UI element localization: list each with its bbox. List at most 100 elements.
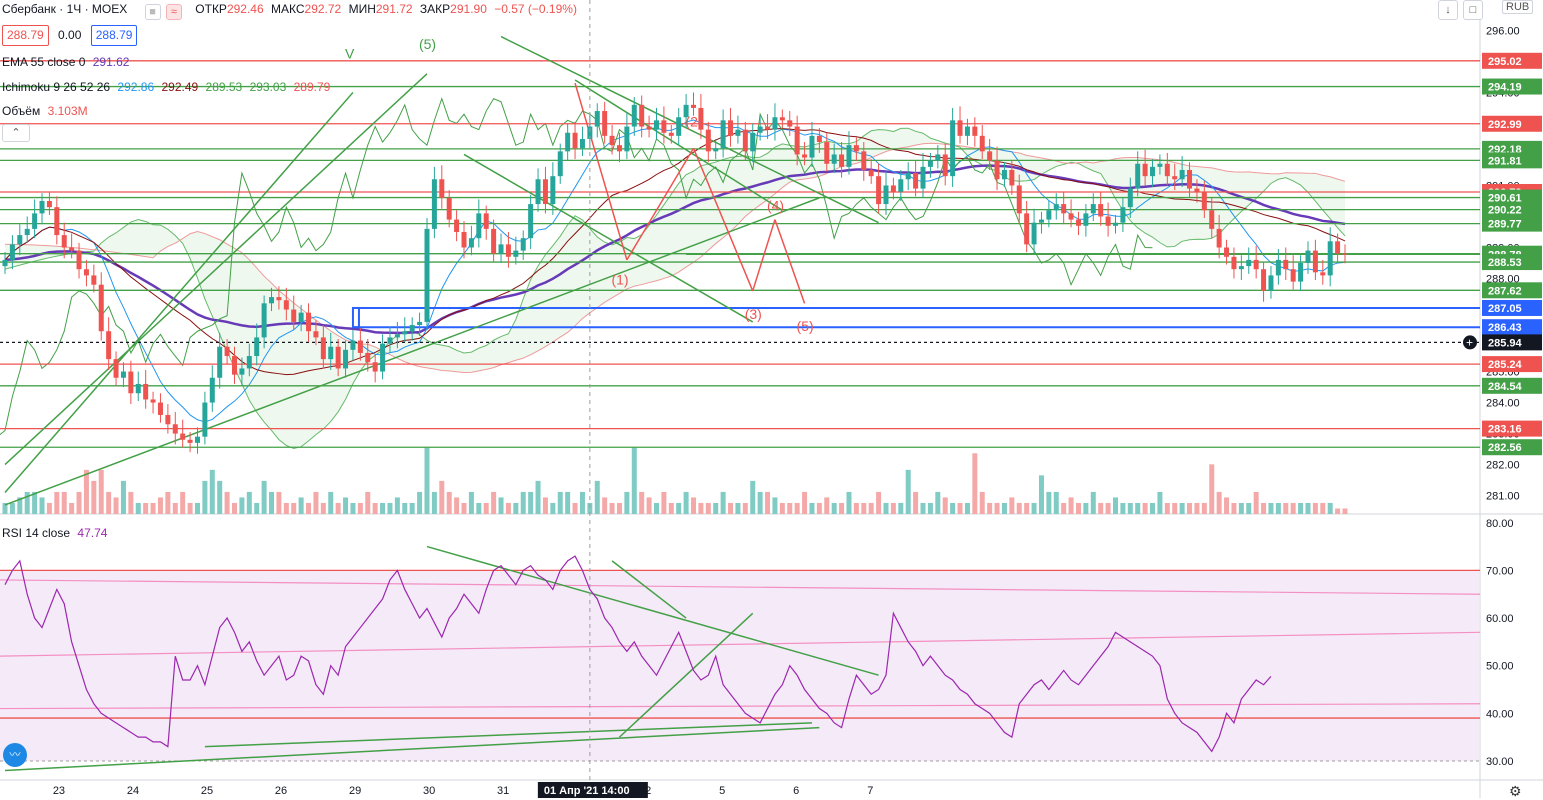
indicator-flag-icon[interactable]: ≈ xyxy=(165,4,182,20)
volume-bars xyxy=(2,447,1348,514)
ask-price-button[interactable]: 288.79 xyxy=(90,25,138,46)
candle-body xyxy=(950,120,956,177)
candle-body xyxy=(298,312,304,322)
time-tick-label: 24 xyxy=(127,785,139,797)
volume-bar xyxy=(1283,502,1289,514)
candle-body xyxy=(39,200,45,214)
volume-bar xyxy=(824,497,830,514)
ichimoku-label[interactable]: Ichimoku 9 26 52 26 xyxy=(2,80,111,94)
volume-bar xyxy=(528,491,534,514)
volume-bar xyxy=(964,502,970,514)
candle-body xyxy=(1335,241,1341,254)
volume-bar xyxy=(1172,502,1178,514)
candle-body xyxy=(1172,176,1178,180)
candle-body xyxy=(609,135,615,146)
volume-bar xyxy=(1224,497,1230,514)
candle-body xyxy=(2,259,8,267)
volume-bar xyxy=(972,453,978,514)
ema-label[interactable]: EMA 55 close 0 xyxy=(2,55,86,69)
volume-bar xyxy=(209,469,215,514)
volume-bar xyxy=(1068,497,1074,514)
volume-bar xyxy=(113,497,119,514)
settings-icon[interactable]: ⚙ xyxy=(1509,783,1522,799)
level-price-badge xyxy=(1482,420,1542,437)
level-price-label: 282.56 xyxy=(1488,442,1522,454)
ichimoku-conversion-value: 292.86 xyxy=(117,80,155,94)
volume-label[interactable]: Объём xyxy=(2,104,41,118)
arrow-down-icon[interactable]: ↓ xyxy=(1438,0,1458,20)
volume-bar xyxy=(1320,502,1326,514)
volume-bar xyxy=(913,491,919,514)
candle-body xyxy=(787,120,793,127)
volume-bar xyxy=(157,497,163,514)
time-tick-label: 31 xyxy=(497,785,509,797)
candle-body xyxy=(1031,222,1037,245)
candle-body xyxy=(357,340,363,353)
candle-body xyxy=(306,312,312,332)
bid-price-button[interactable]: 288.79 xyxy=(2,25,49,46)
rsi-trend-line xyxy=(618,612,754,738)
candle-body xyxy=(180,433,186,440)
volume-bar xyxy=(542,497,548,514)
volume-bar xyxy=(646,497,652,514)
volume-bar xyxy=(935,491,941,514)
maximize-icon[interactable]: □ xyxy=(1463,0,1483,20)
candle-body xyxy=(1216,228,1222,248)
volume-bar xyxy=(816,502,822,514)
volume-bar xyxy=(135,502,141,514)
candle-body xyxy=(779,117,785,121)
volume-bar xyxy=(631,447,637,514)
high-label: МАКС xyxy=(271,2,305,16)
level-price-badge xyxy=(1482,439,1542,456)
level-price-badge xyxy=(1482,201,1542,218)
volume-bar xyxy=(491,491,497,514)
volume-bar xyxy=(239,497,245,514)
candle-body xyxy=(283,300,289,310)
candle-body xyxy=(476,213,482,239)
candle-body xyxy=(461,231,467,248)
volume-bar xyxy=(1038,475,1044,514)
volume-bar xyxy=(394,497,400,514)
compare-icon[interactable]: ■ xyxy=(144,4,161,20)
candle-body xyxy=(572,132,578,149)
candle-body xyxy=(683,104,689,118)
currency-button[interactable]: RUB xyxy=(1502,0,1534,14)
volume-bar xyxy=(898,502,904,514)
candle-body xyxy=(1075,219,1081,226)
volume-bar xyxy=(76,491,82,514)
volume-bar xyxy=(476,502,482,514)
symbol-title[interactable]: Сбербанк · 1Ч · MOEX xyxy=(2,2,128,16)
candle-body xyxy=(513,250,519,257)
ichimoku-base-value: 292.49 xyxy=(161,80,199,94)
level-price-badge xyxy=(1482,152,1542,169)
candle-body xyxy=(194,436,200,443)
volume-bar xyxy=(17,497,23,514)
candle-body xyxy=(98,284,104,332)
volume-bar xyxy=(735,502,741,514)
candle-body xyxy=(1009,169,1015,186)
candle-body xyxy=(276,297,282,301)
trend-line xyxy=(463,153,754,323)
volume-bar xyxy=(594,480,600,514)
collapse-legend-icon[interactable]: ⌃ xyxy=(2,124,30,142)
candle-body xyxy=(1150,166,1156,177)
candle-body xyxy=(942,154,948,177)
rsi-line xyxy=(4,555,1272,753)
volume-bar xyxy=(291,502,297,514)
wave-labels: (5) V (1) (2) (3) (4) (5) xyxy=(345,36,814,334)
rsi-tick-label: 30.00 xyxy=(1486,756,1514,768)
volume-bar xyxy=(187,502,193,514)
volume-bar xyxy=(1179,502,1185,514)
wave-label: (5) xyxy=(419,36,436,52)
candle-body xyxy=(1283,259,1289,270)
candle-body xyxy=(616,145,622,152)
volume-bar xyxy=(639,491,645,514)
rsi-label[interactable]: RSI 14 close xyxy=(2,526,71,540)
volume-bar xyxy=(927,502,933,514)
time-tick-label: 25 xyxy=(201,785,213,797)
change-value: −0.57 (−0.19%) xyxy=(494,2,577,16)
volume-bar xyxy=(24,491,30,514)
level-price-badge xyxy=(1482,319,1542,336)
volume-bar xyxy=(1327,502,1333,514)
